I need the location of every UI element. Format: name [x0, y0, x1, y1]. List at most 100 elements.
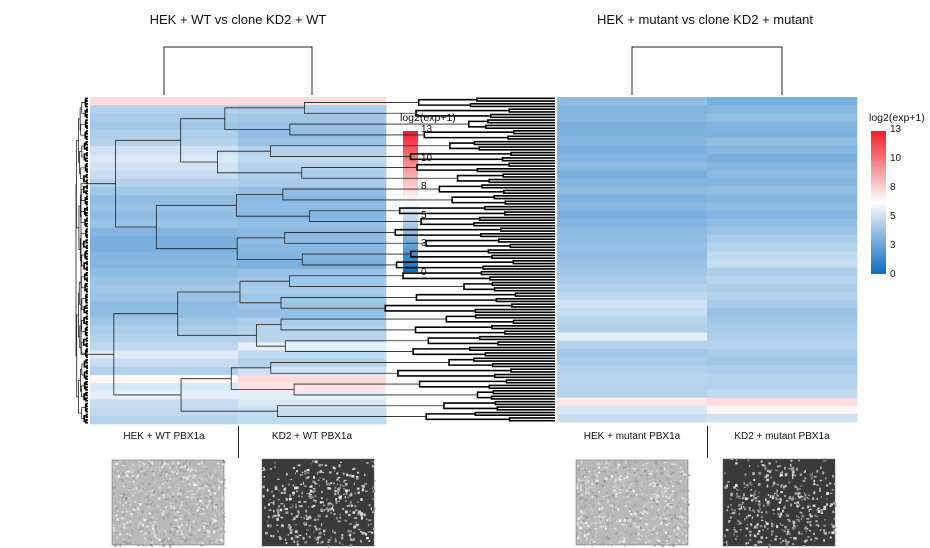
row-dendrogram: [80, 97, 555, 422]
heatmap-cell: [557, 405, 708, 415]
heatmap-cell: [707, 283, 858, 293]
heatmap-cell: [557, 267, 708, 277]
colorscale-2-bar: [871, 131, 886, 274]
heatmap-cell: [707, 227, 858, 236]
micrograph-kd2-wt: [261, 458, 376, 548]
column-dendrogram: [163, 46, 313, 95]
column-divider: [707, 426, 708, 458]
heatmap-cell: [707, 170, 858, 179]
colorscale-2-tick-0: 0: [890, 269, 896, 280]
heatmap-cell: [557, 218, 708, 228]
column-divider: [238, 426, 239, 458]
heatmap-cell: [707, 162, 858, 171]
colorscale-1-bar: [403, 131, 418, 272]
column-label-kd2-wt: KD2 + WT PBX1a: [271, 431, 353, 442]
row-dendrogram: [75, 97, 88, 424]
colorscale-1-tick-13: 13: [421, 124, 433, 135]
heatmap-cell: [707, 97, 858, 106]
heatmap-cell: [238, 178, 387, 188]
heatmap-cell: [90, 325, 239, 335]
column-label-hek-mutant: HEK + mutant PBX1a: [583, 431, 681, 442]
heatmap-cell: [90, 366, 239, 376]
heatmap-cell: [557, 324, 708, 333]
heatmap-cell: [707, 397, 858, 407]
heatmap-cell: [557, 316, 708, 325]
heatmap-cell: [557, 243, 708, 252]
heatmap-cell: [238, 276, 387, 286]
heatmap-cell: [557, 105, 708, 114]
heatmap-cell: [707, 210, 858, 220]
heatmap-cell: [557, 365, 708, 374]
heatmap-cell: [557, 381, 708, 390]
heatmap-cell: [238, 260, 387, 269]
heatmap-cell: [90, 301, 239, 310]
heatmap-cell: [90, 350, 239, 359]
heatmap-cell: [238, 374, 387, 384]
heatmap-cell: [238, 391, 387, 400]
heatmap-cell: [90, 334, 239, 343]
heatmap-cell: [238, 342, 387, 351]
heatmap-cell: [707, 202, 858, 212]
heatmap-cell: [238, 121, 387, 130]
colorscale-1-title: log2(exp+1): [400, 112, 456, 124]
heatmap-cell: [90, 285, 239, 294]
colorscale-2-tick-3: 3: [890, 240, 896, 251]
heatmap-cell: [707, 300, 858, 309]
heatmap-cell: [90, 170, 239, 180]
column-dendrogram: [631, 46, 783, 95]
heatmap-cell: [557, 389, 708, 398]
heatmap-cell: [90, 244, 239, 253]
heatmap-cell: [90, 317, 239, 327]
heatmap-cell: [90, 121, 239, 130]
heatmap-cell: [90, 219, 239, 229]
heatmap-cell: [238, 358, 387, 368]
heatmap-cell: [90, 260, 239, 269]
heatmap-cell: [238, 415, 387, 425]
heatmap-cell: [707, 405, 858, 415]
micrograph-hek-wt: [111, 459, 227, 548]
heatmap-cell: [707, 275, 858, 285]
heatmap-cell: [557, 202, 708, 212]
heatmap-cell: [238, 235, 387, 245]
heatmap-cell: [557, 227, 708, 236]
colorscale-2-title: log2(exp+1): [869, 112, 925, 124]
heatmap-cell: [238, 113, 387, 122]
micrograph-kd2-mutant: [722, 458, 838, 548]
heatmap-cell: [238, 366, 387, 376]
heatmap-cell: [90, 227, 239, 237]
heatmap-cell: [90, 129, 239, 139]
heatmap-cell: [557, 137, 708, 147]
colorscale-1-tick-0: 0: [421, 267, 427, 278]
heatmap-cell: [90, 235, 239, 245]
heatmap-cell: [90, 374, 239, 384]
heatmap-cell: [557, 300, 708, 309]
column-label-hek-wt: HEK + WT PBX1a: [123, 431, 205, 442]
heatmap-cell: [557, 178, 708, 187]
heatmap-cell: [238, 186, 387, 196]
heatmap-cell: [557, 162, 708, 171]
heatmap-cell: [90, 178, 239, 188]
heatmap-cell: [707, 129, 858, 138]
heatmap-cell: [707, 267, 858, 277]
heatmap-cell: [557, 357, 708, 366]
heatmap-cell: [557, 145, 708, 155]
heatmap-cell: [238, 146, 387, 155]
heatmap-cell: [707, 218, 858, 228]
heatmap-cell: [238, 203, 387, 212]
micrograph-hek-mutant: [575, 459, 691, 548]
heatmap-cell: [707, 105, 858, 114]
heatmap-cell: [707, 259, 858, 268]
heatmap-cell: [90, 399, 239, 408]
heatmap-cell: [90, 97, 239, 106]
heatmap-cell: [707, 381, 858, 390]
heatmap-cell: [557, 97, 708, 106]
heatmap-cell: [707, 348, 858, 358]
heatmap-cell: [557, 340, 708, 350]
heatmap-cell: [238, 285, 387, 294]
heatmap-cell: [557, 259, 708, 268]
heatmap-cell: [707, 357, 858, 366]
heatmap-cell: [557, 121, 708, 130]
heatmap-cell: [707, 243, 858, 252]
heatmap-cell: [90, 407, 239, 417]
heatmap-cell: [557, 397, 708, 407]
